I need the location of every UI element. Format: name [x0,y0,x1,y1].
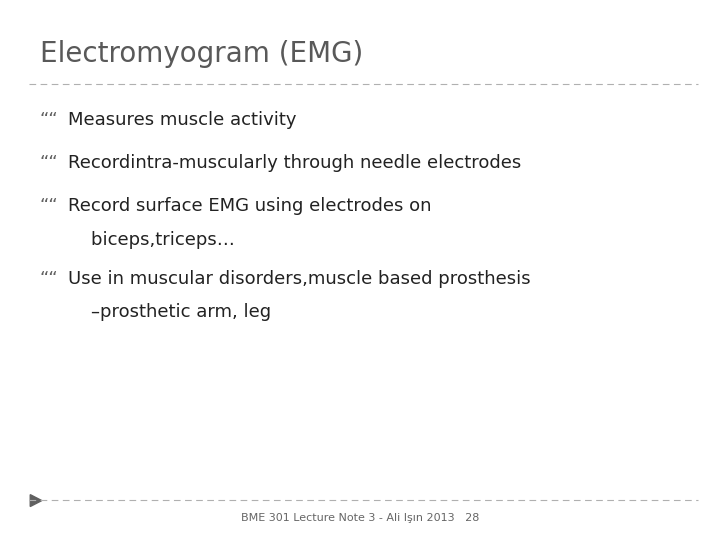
Text: ““: ““ [40,111,58,129]
Text: BME 301 Lecture Note 3 - Ali Işın 2013   28: BME 301 Lecture Note 3 - Ali Işın 2013 2… [240,512,480,523]
Text: biceps,triceps…: biceps,triceps… [68,231,235,248]
Text: Record surface EMG using electrodes on: Record surface EMG using electrodes on [68,197,432,215]
Text: Electromyogram (EMG): Electromyogram (EMG) [40,40,363,69]
Text: ““: ““ [40,270,58,288]
Text: Measures muscle activity: Measures muscle activity [68,111,297,129]
Text: Recordintra­muscularly through needle electrodes: Recordintra­muscularly through needle el… [68,154,522,172]
Polygon shape [30,495,42,507]
Text: ““: ““ [40,197,58,215]
Text: ““: ““ [40,154,58,172]
Text: Use in muscular disorders,muscle based prosthesis: Use in muscular disorders,muscle based p… [68,270,531,288]
Text: –prosthetic arm, leg: –prosthetic arm, leg [68,303,271,321]
